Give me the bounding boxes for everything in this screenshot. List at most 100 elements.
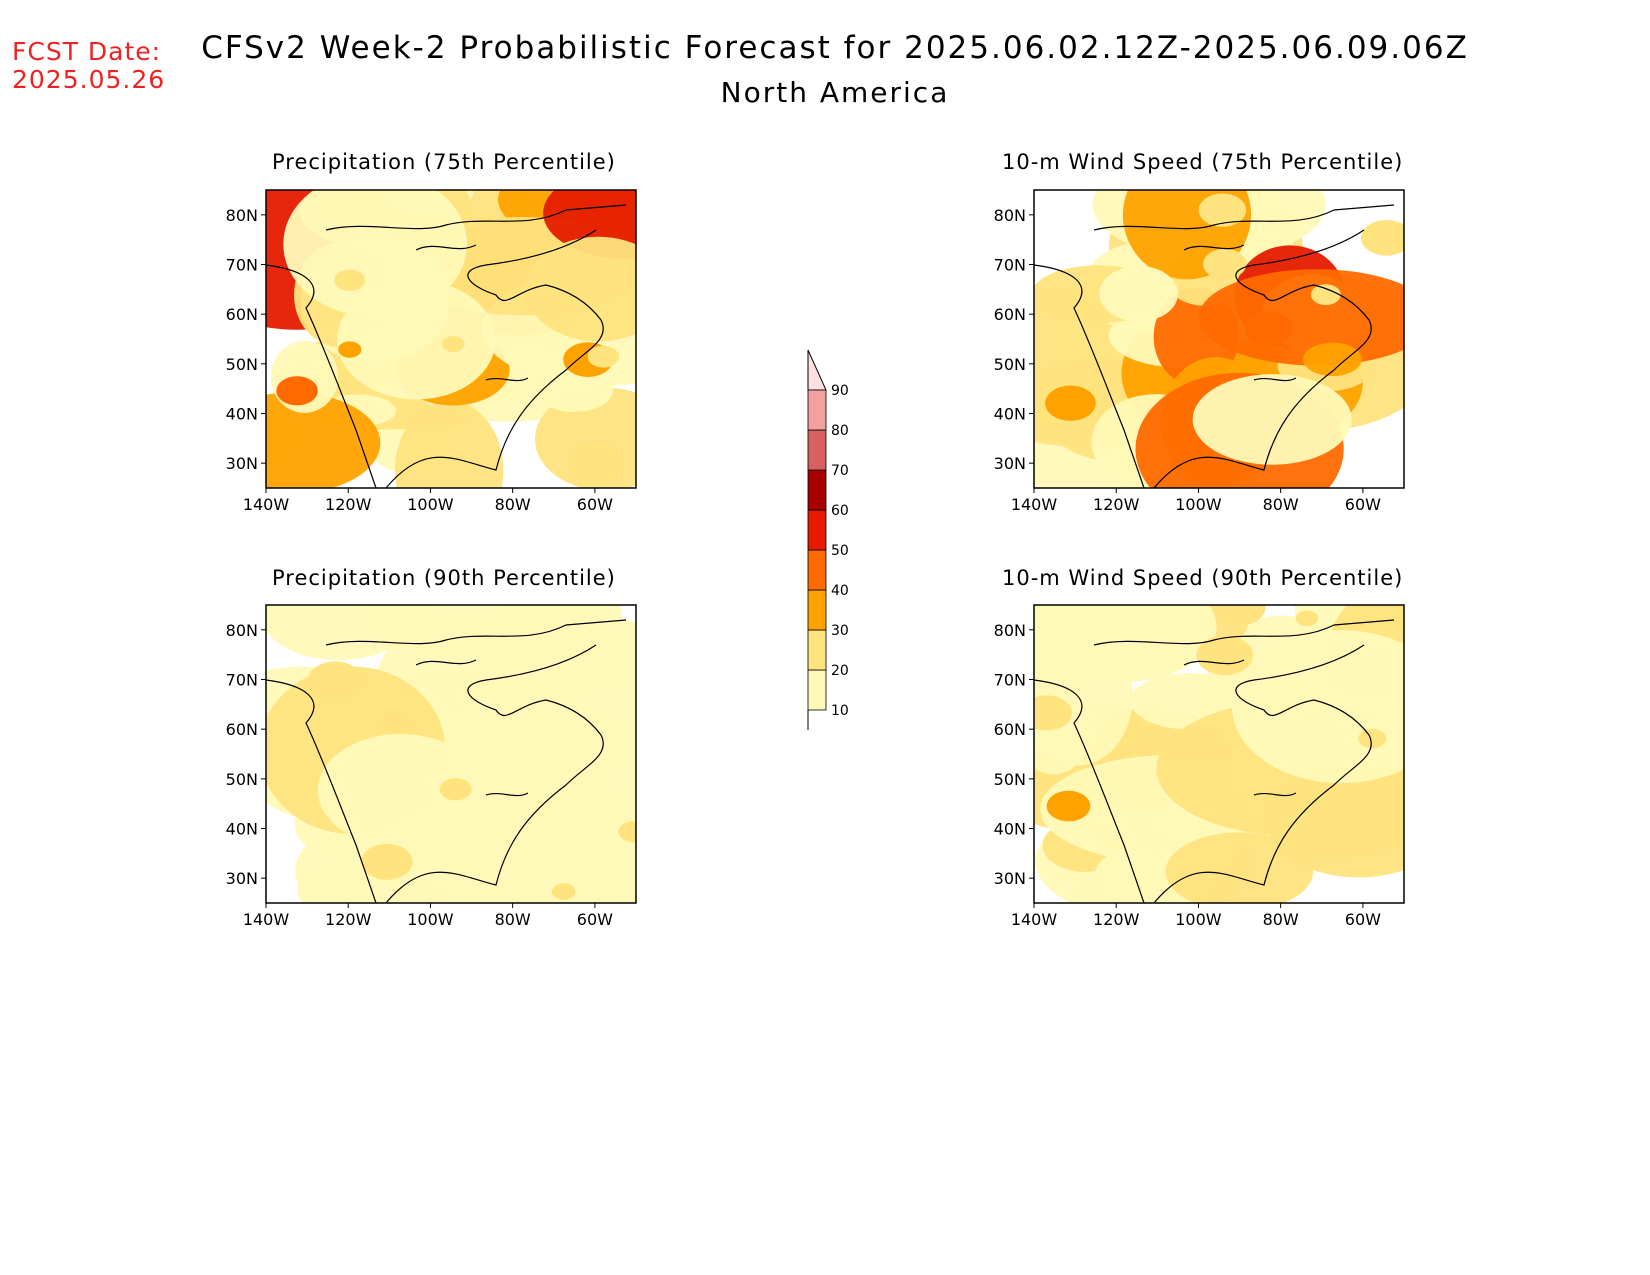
fcst-date-text: 2025.05.26: [12, 65, 166, 94]
page-title: CFSv2 Week-2 Probabilistic Forecast for …: [201, 30, 1469, 66]
lon-label: 80W: [495, 910, 531, 929]
lat-label: 70N: [994, 671, 1026, 690]
colorbar-segment: [807, 429, 827, 471]
field-contour-core: [381, 713, 411, 735]
field-contour-core: [1361, 219, 1404, 256]
coastline: [1033, 204, 1395, 489]
lat-label: 40N: [226, 820, 258, 839]
lat-label: 60N: [226, 305, 258, 324]
lat-label: 60N: [994, 305, 1026, 324]
lon-label: 60W: [577, 910, 613, 929]
field-contour-core: [1196, 635, 1253, 676]
colorbar-segment: [807, 589, 827, 631]
field-contour-core: [1046, 790, 1091, 822]
field-contour-core: [338, 341, 362, 358]
field-contour-patch: [266, 392, 381, 488]
field-contour-core: [1295, 610, 1319, 627]
lat-label: 80N: [994, 621, 1026, 640]
field-contour-core: [1213, 605, 1266, 626]
lon-label: 140W: [243, 910, 290, 929]
field-contour-core: [1034, 695, 1072, 731]
lat-label: 80N: [226, 621, 258, 640]
field-contour-patch: [525, 236, 636, 342]
field-contour-patch: [1095, 849, 1170, 899]
lon-label: 140W: [1011, 495, 1058, 514]
fcst-label-text: FCST Date:: [12, 37, 162, 66]
field-contour-core: [1202, 248, 1247, 280]
lat-label: 30N: [226, 454, 258, 473]
colorbar-segment: [807, 669, 827, 711]
field-contour-core: [1310, 284, 1341, 306]
lon-label: 80W: [495, 495, 531, 514]
lat-label: 70N: [994, 256, 1026, 275]
coastline: [265, 204, 627, 489]
field-contour-core: [1244, 311, 1294, 346]
field-contour-patch: [1192, 374, 1352, 465]
field-contour-core: [1198, 193, 1247, 227]
lat-label: 30N: [994, 454, 1026, 473]
field-contour-patch: [469, 684, 557, 743]
field-contour-core: [439, 778, 472, 801]
lon-label: 80W: [1263, 495, 1299, 514]
field-contour-patch: [1099, 265, 1179, 322]
field-contour-core: [1045, 385, 1096, 421]
lon-label: 100W: [1175, 495, 1222, 514]
lat-label: 40N: [226, 405, 258, 424]
lat-label: 80N: [226, 206, 258, 225]
lon-label: 140W: [1011, 910, 1058, 929]
map-frame: [1033, 604, 1405, 904]
field-contour-core: [334, 269, 366, 291]
panel-title-wind-90: 10-m Wind Speed (90th Percentile): [1002, 566, 1404, 590]
field-contour-patch: [1232, 630, 1404, 784]
lat-label: 60N: [226, 720, 258, 739]
map-wind-90: 80N 70N 60N 50N 40N 30N 140W 120W 100W 80W 60W: [978, 600, 1468, 940]
field-contour-core: [551, 883, 576, 900]
lon-label: 120W: [1093, 495, 1140, 514]
map-frame: [265, 189, 637, 489]
colorbar-level-label: 50: [831, 543, 849, 559]
coastline: [1033, 619, 1395, 904]
field-contour-patch: [1165, 832, 1314, 903]
field-contour-patch: [283, 190, 467, 318]
field-contour-patch: [1198, 269, 1404, 366]
forecast-date-label: FCST Date: 2025.05.26: [12, 38, 165, 94]
colorbar-legend: 10 20 30 40 50 60 70 80 90: [800, 330, 870, 746]
lon-label: 100W: [407, 910, 454, 929]
field-contour-patch: [535, 387, 636, 488]
colorbar-level-label: 90: [831, 383, 849, 399]
lat-label: 80N: [994, 206, 1026, 225]
lon-label: 100W: [407, 495, 454, 514]
panel-title-precip-90: Precipitation (90th Percentile): [272, 566, 616, 590]
map-frame: [265, 604, 637, 904]
colorbar-segment: [807, 629, 827, 671]
lon-label: 60W: [1345, 910, 1381, 929]
map-wind-75: 80N 70N 60N 50N 40N 30N 140W 120W 100W 80W 60W: [978, 185, 1468, 525]
lat-label: 70N: [226, 256, 258, 275]
field-contour-core: [618, 821, 636, 843]
lat-label: 50N: [994, 355, 1026, 374]
lon-label: 100W: [1175, 910, 1222, 929]
field-contour-patch: [1303, 342, 1362, 377]
field-contour-patch: [395, 400, 504, 488]
lat-label: 50N: [226, 355, 258, 374]
lat-label: 40N: [994, 820, 1026, 839]
colorbar-level-label: 40: [831, 583, 849, 599]
colorbar-segment: [807, 549, 827, 591]
lat-label: 30N: [994, 869, 1026, 888]
colorbar-top-triangle: [807, 349, 827, 391]
panel-title-wind-75: 10-m Wind Speed (75th Percentile): [1002, 150, 1404, 174]
lon-label: 120W: [1093, 910, 1140, 929]
lon-label: 120W: [325, 495, 372, 514]
lat-label: 50N: [226, 770, 258, 789]
panel-title-precip-75: Precipitation (75th Percentile): [272, 150, 616, 174]
colorbar-segment: [807, 509, 827, 551]
coastline: [265, 619, 627, 904]
colorbar-level-label: 80: [831, 423, 849, 439]
lon-label: 140W: [243, 495, 290, 514]
colorbar-segment: [807, 389, 827, 431]
lat-label: 60N: [994, 720, 1026, 739]
lat-label: 50N: [994, 770, 1026, 789]
lat-label: 30N: [226, 869, 258, 888]
map-frame: [1033, 189, 1405, 489]
lon-label: 80W: [1263, 910, 1299, 929]
